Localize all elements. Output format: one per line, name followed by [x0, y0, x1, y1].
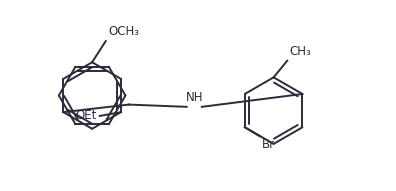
Text: Br: Br	[261, 138, 274, 151]
Text: CH₃: CH₃	[289, 45, 311, 58]
Text: NH: NH	[185, 91, 203, 104]
Text: OCH₃: OCH₃	[109, 25, 140, 38]
Text: OEt: OEt	[75, 109, 97, 122]
